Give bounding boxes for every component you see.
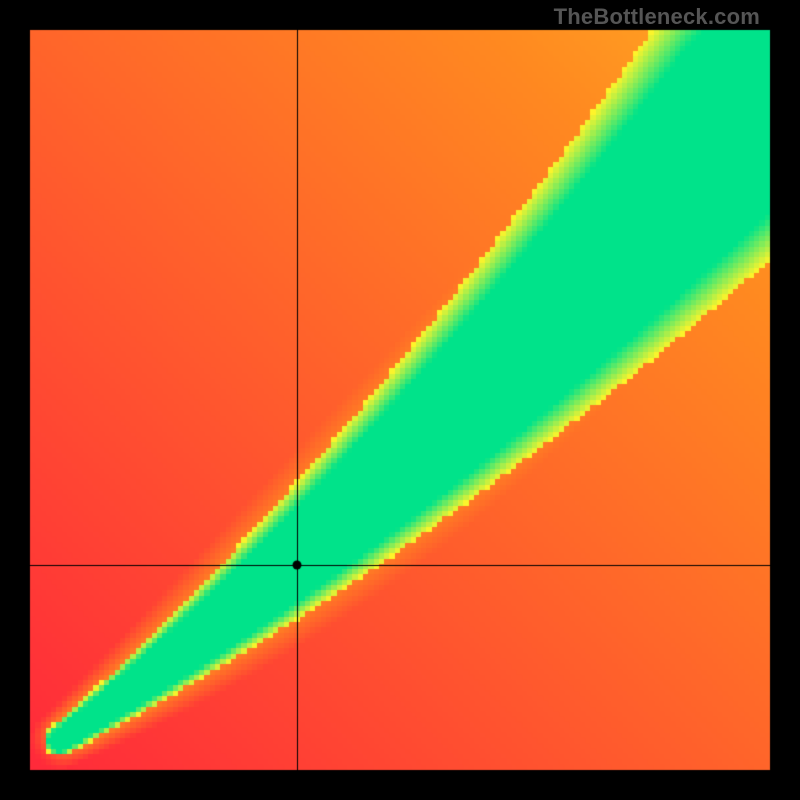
watermark-text: TheBottleneck.com [554,4,760,30]
bottleneck-heatmap-chart [0,0,800,800]
